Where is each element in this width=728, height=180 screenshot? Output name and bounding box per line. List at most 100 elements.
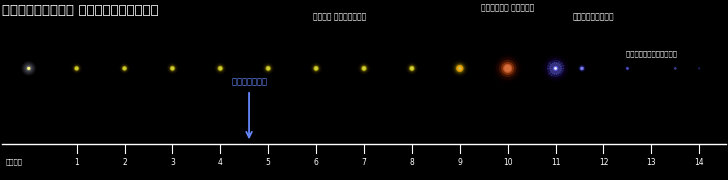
Circle shape (312, 64, 320, 73)
Circle shape (502, 62, 514, 75)
Circle shape (699, 68, 700, 69)
Circle shape (171, 67, 174, 70)
Circle shape (455, 64, 464, 73)
Circle shape (699, 68, 700, 69)
Circle shape (362, 66, 366, 71)
Text: 8: 8 (410, 158, 414, 167)
Circle shape (458, 67, 462, 70)
Text: സൂര്യന്റെ ജീവിതചക്രം: സൂര്യന്റെ ജീവിതചക്രം (2, 4, 159, 17)
Circle shape (218, 65, 223, 71)
Circle shape (76, 67, 78, 69)
Circle shape (314, 66, 318, 71)
Text: 13: 13 (646, 158, 656, 167)
Circle shape (167, 63, 178, 74)
Circle shape (314, 67, 317, 70)
Circle shape (675, 68, 676, 69)
Text: 7: 7 (362, 158, 366, 167)
Text: 2: 2 (122, 158, 127, 167)
Circle shape (171, 67, 173, 69)
Circle shape (266, 67, 270, 70)
Circle shape (579, 65, 585, 71)
Circle shape (456, 65, 464, 72)
Circle shape (409, 65, 415, 71)
Circle shape (313, 65, 319, 71)
Circle shape (72, 64, 82, 73)
Circle shape (579, 66, 585, 71)
Circle shape (547, 60, 563, 76)
Circle shape (170, 66, 175, 70)
Text: 3: 3 (170, 158, 175, 167)
Circle shape (219, 67, 221, 70)
Circle shape (28, 68, 30, 69)
Circle shape (555, 68, 556, 69)
Circle shape (25, 64, 33, 72)
Circle shape (75, 67, 78, 70)
Circle shape (311, 63, 322, 74)
Circle shape (499, 60, 516, 77)
Circle shape (675, 68, 676, 69)
Circle shape (266, 66, 270, 71)
Circle shape (215, 63, 226, 74)
Circle shape (545, 58, 566, 79)
Circle shape (504, 64, 512, 73)
Circle shape (543, 56, 569, 81)
Circle shape (675, 68, 676, 69)
Text: 11: 11 (551, 158, 561, 167)
Text: ഗ്രഹനേബുല: ഗ്രഹനേബുല (573, 13, 614, 22)
Circle shape (122, 66, 127, 70)
Circle shape (360, 64, 368, 73)
Circle shape (454, 62, 467, 75)
Circle shape (74, 66, 79, 71)
Text: 5: 5 (266, 158, 271, 167)
Circle shape (674, 67, 676, 69)
Circle shape (363, 67, 365, 70)
Circle shape (216, 64, 224, 73)
Circle shape (363, 67, 365, 70)
Circle shape (554, 67, 558, 70)
Circle shape (555, 68, 556, 69)
Circle shape (457, 66, 462, 71)
Circle shape (315, 67, 317, 70)
Circle shape (75, 66, 79, 70)
Circle shape (265, 65, 272, 71)
Circle shape (406, 63, 417, 74)
Circle shape (22, 62, 36, 75)
Circle shape (626, 67, 629, 70)
Circle shape (580, 67, 583, 70)
Circle shape (26, 66, 31, 71)
Circle shape (168, 64, 176, 72)
Text: ചൂട് കൂടുന്ന: ചൂട് കൂടുന്ന (314, 13, 367, 22)
Circle shape (494, 55, 521, 82)
Circle shape (73, 65, 80, 72)
Circle shape (122, 66, 127, 71)
Circle shape (218, 66, 223, 71)
Text: 10: 10 (503, 158, 513, 167)
Text: 12: 12 (598, 158, 608, 167)
Circle shape (120, 64, 130, 73)
Text: 9: 9 (457, 158, 462, 167)
Circle shape (408, 64, 416, 73)
Circle shape (411, 67, 414, 70)
Circle shape (361, 65, 367, 71)
Text: 4: 4 (218, 158, 223, 167)
Text: ജനനം: ജനനം (6, 158, 23, 165)
Circle shape (550, 63, 561, 74)
Circle shape (124, 67, 125, 69)
Text: 14: 14 (695, 158, 704, 167)
Circle shape (627, 68, 628, 69)
Circle shape (451, 60, 468, 76)
Text: വെള്ളക്കള്‍ളൻ: വെള്ളക്കള്‍ളൻ (626, 50, 677, 57)
Circle shape (581, 68, 582, 69)
Circle shape (121, 65, 128, 72)
Circle shape (263, 63, 274, 74)
Circle shape (267, 67, 269, 70)
Text: 1: 1 (74, 158, 79, 167)
Circle shape (358, 63, 370, 74)
Circle shape (505, 66, 510, 71)
Circle shape (496, 57, 519, 80)
Circle shape (625, 67, 629, 70)
Circle shape (27, 67, 31, 70)
Circle shape (264, 64, 272, 73)
Circle shape (170, 66, 175, 71)
Circle shape (411, 67, 414, 70)
